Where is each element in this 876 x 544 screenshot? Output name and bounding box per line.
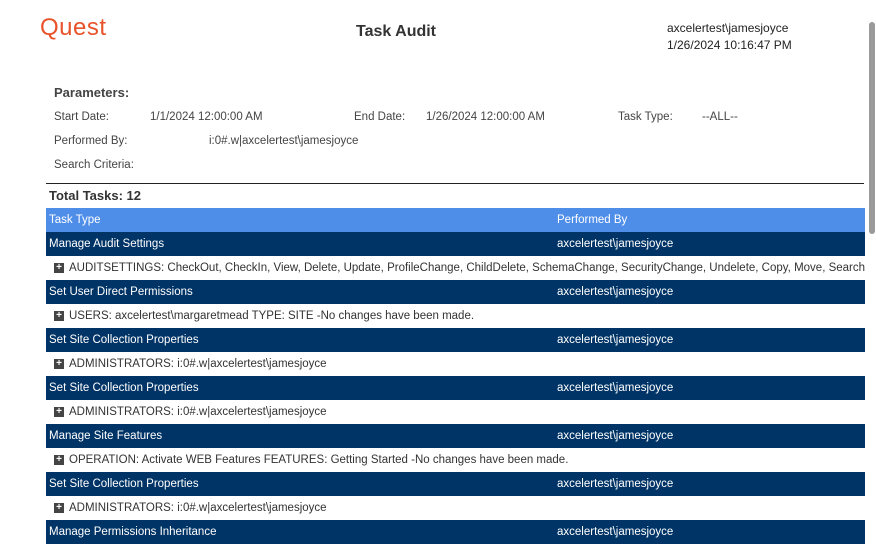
task-type: Set User Direct Permissions <box>49 286 193 298</box>
task-group-row: Set Site Collection Properties axcelertes… <box>46 376 865 400</box>
task-type-value: --ALL-- <box>702 111 738 123</box>
task-detail-row: + ADMINISTRATORS: i:0#.w|axcelertest\jame… <box>46 352 865 376</box>
start-date-value: 1/1/2024 12:00:00 AM <box>150 111 263 123</box>
scrollbar[interactable] <box>866 0 876 543</box>
report-meta: axcelertest\jamesjoyce 1/26/2024 10:16:4… <box>667 20 792 54</box>
task-detail: ADMINISTRATORS: i:0#.w|axcelertest\james… <box>69 406 327 418</box>
report-title: Task Audit <box>356 23 437 40</box>
expand-icon[interactable]: + <box>54 359 64 369</box>
parameters-heading: Parameters: <box>54 85 130 100</box>
task-type: Manage Site Features <box>49 430 163 442</box>
performed-by: axcelertest\jamesjoyce <box>557 478 674 490</box>
total-tasks: Total Tasks: 12 <box>49 188 141 203</box>
task-type: Set Site Collection Properties <box>49 334 199 346</box>
task-type: Manage Audit Settings <box>49 238 165 250</box>
performed-by-value: i:0#.w|axcelertest\jamesjoyce <box>209 135 359 147</box>
table-header: Task Type Performed By <box>46 208 865 232</box>
task-detail: AUDITSETTINGS: CheckOut, CheckIn, View, … <box>69 262 866 274</box>
task-detail-row: + ADMINISTRATORS: i:0#.w|axcelertest\jame… <box>46 496 865 520</box>
task-group-row: Manage Permissions Inheritance axcelertes… <box>46 520 865 544</box>
task-type: Set Site Collection Properties <box>49 478 199 490</box>
task-group-row: Manage Site Features axcelertest\jamesjoy… <box>46 424 865 448</box>
expand-icon[interactable]: + <box>54 503 64 513</box>
task-detail: ADMINISTRATORS: i:0#.w|axcelertest\james… <box>69 502 327 514</box>
expand-icon[interactable]: + <box>54 455 64 465</box>
task-detail-row: + OPERATION: Activate WEB Features FEATUR… <box>46 448 865 472</box>
performed-by: axcelertest\jamesjoyce <box>557 238 674 250</box>
performed-by: axcelertest\jamesjoyce <box>557 334 674 346</box>
task-table: Task Type Performed By Manage Audit Sett… <box>46 208 865 544</box>
performed-by-label: Performed By: <box>54 135 128 147</box>
task-detail: USERS: axcelertest\margaretmead TYPE: SI… <box>69 310 475 322</box>
end-date-value: 1/26/2024 12:00:00 AM <box>426 111 545 123</box>
quest-logo: Quest <box>40 14 107 41</box>
user-name: axcelertest\jamesjoyce <box>667 21 789 35</box>
task-type-label: Task Type: <box>618 111 673 123</box>
scrollbar-thumb[interactable] <box>869 22 875 234</box>
column-task-type: Task Type <box>49 214 101 226</box>
expand-icon[interactable]: + <box>54 407 64 417</box>
task-detail-row: + USERS: axcelertest\margaretmead TYPE: S… <box>46 304 865 328</box>
performed-by: axcelertest\jamesjoyce <box>557 286 674 298</box>
performed-by: axcelertest\jamesjoyce <box>557 526 674 538</box>
task-type: Manage Permissions Inheritance <box>49 526 217 538</box>
task-detail: OPERATION: Activate WEB Features FEATURE… <box>69 454 569 466</box>
end-date-label: End Date: <box>354 111 406 123</box>
task-group-row: Set User Direct Permissions axcelertest\j… <box>46 280 865 304</box>
performed-by: axcelertest\jamesjoyce <box>557 382 674 394</box>
report-timestamp: 1/26/2024 10:16:47 PM <box>667 38 792 52</box>
task-type: Set Site Collection Properties <box>49 382 199 394</box>
column-performed-by: Performed By <box>557 214 628 226</box>
task-detail-row: + ADMINISTRATORS: i:0#.w|axcelertest\jame… <box>46 400 865 424</box>
task-group-row: Manage Audit Settings axcelertest\jamesjo… <box>46 232 865 256</box>
search-criteria-label: Search Criteria: <box>54 159 134 171</box>
performed-by: axcelertest\jamesjoyce <box>557 430 674 442</box>
expand-icon[interactable]: + <box>54 311 64 321</box>
task-group-row: Set Site Collection Properties axcelertes… <box>46 472 865 496</box>
task-group-row: Set Site Collection Properties axcelertes… <box>46 328 865 352</box>
task-detail-row: + AUDITSETTINGS: CheckOut, CheckIn, View,… <box>46 256 865 280</box>
task-detail: ADMINISTRATORS: i:0#.w|axcelertest\james… <box>69 358 327 370</box>
expand-icon[interactable]: + <box>54 263 64 273</box>
divider <box>46 183 864 184</box>
start-date-label: Start Date: <box>54 111 109 123</box>
